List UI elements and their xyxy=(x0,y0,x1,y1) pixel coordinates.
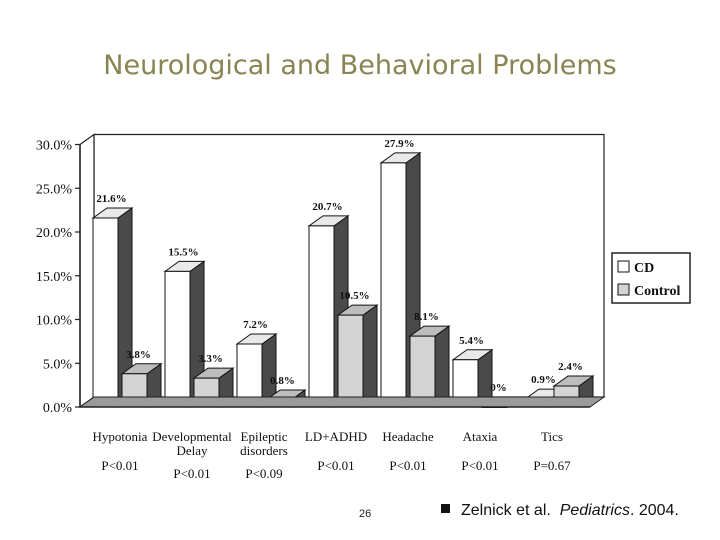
legend-swatch xyxy=(617,260,630,273)
plot-floor xyxy=(78,396,606,408)
citation-journal: Pediatrics xyxy=(559,502,630,519)
category-label: Hypotonia xyxy=(93,429,148,444)
category-label: disorders xyxy=(240,443,288,458)
citation: Zelnick et al. Pediatrics. 2004. xyxy=(441,502,679,520)
bar-front xyxy=(308,225,335,408)
legend-label: Control xyxy=(634,284,681,299)
data-label-cd: 20.7% xyxy=(312,201,342,213)
bar-side xyxy=(434,325,450,408)
data-label-control: 0.8% xyxy=(270,375,295,387)
p-value-label: P<0.01 xyxy=(317,458,354,473)
data-label-control: 8.1% xyxy=(414,311,439,323)
data-label-cd: 0.9% xyxy=(531,374,556,386)
y-tick-label: 5.0% xyxy=(43,357,73,372)
p-value-label: P=0.67 xyxy=(533,458,571,473)
bar-front xyxy=(409,335,436,408)
bar-cd xyxy=(163,260,206,408)
category-label: Delay xyxy=(176,443,208,458)
data-label-control: 3.3% xyxy=(198,353,223,365)
data-label-cd: 27.9% xyxy=(384,138,414,150)
legend: CD Control xyxy=(611,252,691,304)
plot-side-wall xyxy=(79,133,95,409)
p-value-label: P<0.01 xyxy=(461,458,498,473)
data-label-control: 0% xyxy=(490,382,507,394)
citation-authors: Zelnick et al. xyxy=(461,502,551,519)
slide-title: Neurological and Behavioral Problems xyxy=(103,50,617,81)
data-label-cd: 7.2% xyxy=(243,319,268,331)
category-label: Developmental xyxy=(152,429,232,444)
data-label-cd: 21.6% xyxy=(96,193,126,205)
legend-swatch xyxy=(617,283,630,296)
data-label-control: 3.8% xyxy=(126,349,151,361)
bar-chart: 0.0% 5.0% 10.0% 15.0% 20.0% 25.0% 30.0% 21.6% 3.… xyxy=(36,133,691,481)
bullet-icon xyxy=(441,504,450,513)
category-label: Ataxia xyxy=(463,429,498,444)
y-tick-label: 0.0% xyxy=(43,401,73,416)
p-value-label: P<0.01 xyxy=(389,458,426,473)
bar-front xyxy=(92,217,119,408)
bar-front xyxy=(337,314,364,408)
legend-label: CD xyxy=(634,261,654,276)
bar-side xyxy=(362,304,378,408)
page-number: 26 xyxy=(359,508,372,520)
data-label-control: 2.4% xyxy=(558,361,583,373)
y-tick-label: 20.0% xyxy=(36,226,73,241)
category-label: Epileptic xyxy=(241,429,288,444)
data-label-cd: 15.5% xyxy=(168,246,198,258)
p-value-label: P<0.09 xyxy=(245,466,282,481)
bar-cd xyxy=(235,333,278,408)
bar-control xyxy=(336,304,379,408)
p-value-label: P<0.01 xyxy=(101,458,138,473)
bar-front xyxy=(164,270,191,408)
y-tick-label: 30.0% xyxy=(36,139,73,154)
category-label: Tics xyxy=(541,429,563,444)
bar-cd xyxy=(91,207,134,408)
bar-control xyxy=(408,325,451,408)
data-label-cd: 5.4% xyxy=(459,335,484,347)
y-tick-label: 25.0% xyxy=(36,182,73,197)
y-tick-label: 10.0% xyxy=(36,314,73,329)
data-label-control: 10.5% xyxy=(339,290,369,302)
p-value-label: P<0.01 xyxy=(173,466,210,481)
y-tick-label: 15.0% xyxy=(36,270,73,285)
category-label: Headache xyxy=(382,429,433,444)
citation-year: . 2004. xyxy=(629,502,679,519)
bar-front xyxy=(380,162,407,408)
category-label: LD+ADHD xyxy=(305,429,367,444)
